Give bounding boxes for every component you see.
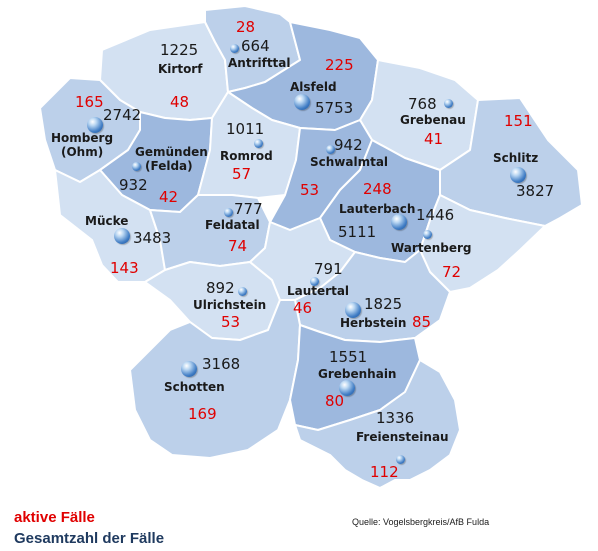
- location-marker-icon: [132, 162, 141, 171]
- municipality-name: Grebenhain: [318, 367, 397, 381]
- active-count: 80: [325, 392, 345, 410]
- location-marker-icon: [396, 455, 405, 464]
- source-note: Quelle: Vogelsbergkreis/AfB Fulda: [352, 517, 490, 527]
- total-count: 1011: [226, 120, 265, 138]
- location-marker-icon: [230, 44, 239, 53]
- total-count: 5111: [338, 223, 377, 241]
- municipality-name: Schlitz: [493, 151, 539, 165]
- location-marker-icon: [310, 277, 319, 286]
- municipality-name: Antrifttal: [228, 56, 291, 70]
- location-marker-icon: [444, 99, 453, 108]
- active-count: 151: [504, 112, 533, 130]
- legend-total-cases: Gesamtzahl der Fälle: [14, 530, 165, 547]
- region-freiensteinau: [294, 359, 461, 489]
- municipality-name: Alsfeld: [290, 80, 337, 94]
- total-count: 1825: [364, 295, 403, 313]
- active-count: 53: [300, 181, 320, 199]
- active-count: 53: [221, 313, 241, 331]
- active-count: 165: [75, 93, 104, 111]
- municipality-name: Grebenau: [400, 113, 466, 127]
- total-count: 3483: [133, 229, 172, 247]
- municipality-name: Schwalmtal: [310, 155, 389, 169]
- total-count: 892: [206, 279, 235, 297]
- total-count: 3168: [202, 355, 241, 373]
- municipality-name: Wartenberg: [391, 241, 472, 255]
- total-count: 1446: [416, 206, 455, 224]
- total-count: 777: [234, 200, 263, 218]
- municipality-name: Mücke: [85, 214, 129, 228]
- municipality-name: Ulrichstein: [193, 298, 267, 312]
- location-marker-icon: [294, 94, 310, 110]
- location-marker-icon: [339, 380, 355, 396]
- municipality-name-line1: Homberg: [51, 131, 114, 145]
- municipality-name: Romrod: [220, 149, 273, 163]
- municipality-name: Feldatal: [205, 218, 260, 232]
- location-marker-icon: [391, 214, 407, 230]
- municipality-name: Lautertal: [287, 284, 350, 298]
- municipality-name: Schotten: [164, 380, 225, 394]
- location-marker-icon: [224, 208, 233, 217]
- active-count: 42: [159, 188, 179, 206]
- active-count: 169: [188, 405, 217, 423]
- municipality-name: Freiensteinau: [356, 430, 449, 444]
- location-marker-icon: [114, 228, 130, 244]
- total-count: 932: [119, 176, 148, 194]
- active-count: 112: [370, 463, 399, 481]
- location-marker-icon: [326, 145, 335, 154]
- total-count: 5753: [315, 99, 354, 117]
- total-count: 768: [408, 95, 437, 113]
- active-count: 57: [232, 165, 252, 183]
- municipality-name: Kirtorf: [158, 62, 203, 76]
- region-wartenberg: [419, 194, 546, 293]
- municipality-name: Herbstein: [340, 316, 407, 330]
- total-count: 942: [334, 136, 363, 154]
- active-count: 143: [110, 259, 139, 277]
- active-count: 41: [424, 130, 444, 148]
- location-marker-icon: [423, 230, 432, 239]
- location-marker-icon: [254, 139, 263, 148]
- location-marker-icon: [181, 361, 197, 377]
- total-count: 1225: [160, 41, 199, 59]
- total-count: 1551: [329, 348, 368, 366]
- municipality-name-line2: (Felda): [145, 159, 193, 173]
- total-count: 791: [314, 260, 343, 278]
- active-count: 72: [442, 263, 462, 281]
- active-count: 85: [412, 313, 432, 331]
- location-marker-icon: [345, 302, 361, 318]
- active-count: 74: [228, 237, 248, 255]
- active-count: 46: [293, 299, 313, 317]
- legend-active-cases: aktive Fälle: [14, 509, 95, 526]
- total-count: 664: [241, 37, 270, 55]
- total-count: 2742: [103, 106, 142, 124]
- location-marker-icon: [238, 287, 247, 296]
- active-count: 28: [236, 18, 256, 36]
- municipality-name-line1: Gemünden: [135, 145, 208, 159]
- active-count: 48: [170, 93, 190, 111]
- location-marker-icon: [510, 167, 526, 183]
- municipality-name: Lauterbach: [339, 202, 416, 216]
- active-count: 248: [363, 180, 392, 198]
- total-count: 1336: [376, 409, 415, 427]
- location-marker-icon: [87, 117, 103, 133]
- total-count: 3827: [516, 182, 555, 200]
- active-count: 225: [325, 56, 354, 74]
- municipality-name-line2: (Ohm): [61, 145, 104, 159]
